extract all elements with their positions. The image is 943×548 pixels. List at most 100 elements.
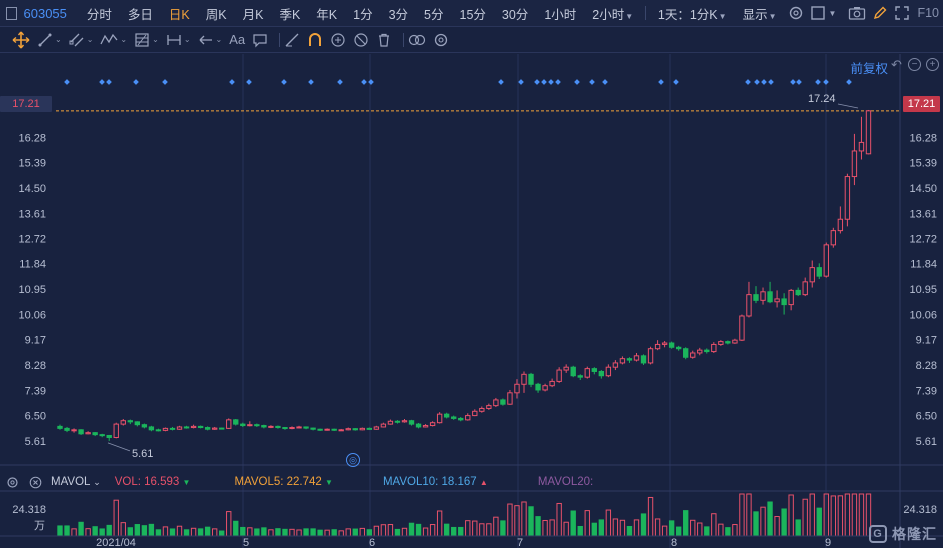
tab-timeframe[interactable]: 30分: [494, 4, 536, 23]
candle-body[interactable]: [472, 410, 478, 417]
candle-body[interactable]: [394, 420, 401, 423]
candle-body[interactable]: [247, 424, 253, 427]
stock-code[interactable]: 603055: [23, 5, 67, 21]
event-icon[interactable]: ◎: [346, 453, 360, 467]
candle-body[interactable]: [633, 355, 640, 361]
candle-body[interactable]: [535, 383, 541, 391]
event-marker-dot[interactable]: [133, 79, 139, 85]
fullscreen-icon[interactable]: [894, 3, 910, 23]
candle-body[interactable]: [324, 428, 330, 431]
event-marker-dot[interactable]: [815, 79, 821, 85]
candle-body[interactable]: [317, 428, 323, 431]
event-marker-dot[interactable]: [99, 79, 105, 85]
candle-body[interactable]: [732, 339, 738, 344]
candle-body[interactable]: [190, 425, 197, 429]
candle-body[interactable]: [865, 110, 872, 155]
candle-body[interactable]: [345, 428, 351, 431]
candle-body[interactable]: [458, 417, 464, 421]
trash-icon[interactable]: [376, 30, 392, 50]
event-marker-dot[interactable]: [548, 79, 554, 85]
event-marker-dot[interactable]: [574, 79, 580, 85]
candle-body[interactable]: [739, 315, 745, 341]
pencil-icon[interactable]: [872, 3, 888, 23]
candle-body[interactable]: [844, 176, 851, 220]
line-tool-icon[interactable]: ⌄: [37, 30, 62, 50]
camera-icon[interactable]: [848, 3, 866, 23]
candle-body[interactable]: [162, 427, 169, 431]
candle-body[interactable]: [781, 298, 787, 306]
range-tool-icon[interactable]: ⌄: [166, 30, 191, 50]
candle-body[interactable]: [275, 425, 281, 429]
zoom-out-icon[interactable]: −: [908, 58, 921, 71]
candle-body[interactable]: [127, 420, 133, 423]
candle-body[interactable]: [521, 373, 527, 385]
comment-tool-icon[interactable]: [252, 30, 268, 50]
candle-body[interactable]: [92, 432, 98, 436]
candle-body[interactable]: [549, 380, 555, 387]
candle-body[interactable]: [240, 423, 246, 427]
event-marker-dot[interactable]: [754, 79, 760, 85]
candle-body[interactable]: [155, 429, 162, 432]
event-marker-dot[interactable]: [673, 79, 679, 85]
event-marker-dot[interactable]: [589, 79, 595, 85]
event-marker-dot[interactable]: [229, 79, 235, 85]
candle-body[interactable]: [85, 432, 91, 435]
candle-body[interactable]: [500, 399, 506, 405]
candle-body[interactable]: [507, 392, 513, 405]
chevron-down-icon[interactable]: ▼: [828, 8, 837, 18]
event-marker-dot[interactable]: [796, 79, 802, 85]
settings-icon[interactable]: [788, 3, 804, 23]
candle-body[interactable]: [465, 415, 471, 421]
event-marker-dot[interactable]: [602, 79, 608, 85]
candle-body[interactable]: [718, 341, 724, 345]
candle-body[interactable]: [809, 267, 815, 283]
candle-body[interactable]: [169, 427, 176, 430]
candle-body[interactable]: [563, 366, 569, 371]
candle-body[interactable]: [219, 427, 225, 430]
event-marker-dot[interactable]: [823, 79, 829, 85]
candle-body[interactable]: [591, 368, 597, 372]
tab-timeframe[interactable]: 年K: [308, 4, 345, 23]
candle-body[interactable]: [570, 366, 576, 377]
candle-body[interactable]: [774, 298, 780, 303]
candle-body[interactable]: [78, 429, 84, 435]
candle-body[interactable]: [767, 291, 773, 303]
candle-body[interactable]: [261, 425, 267, 428]
event-marker-dot[interactable]: [64, 79, 70, 85]
candle-body[interactable]: [176, 426, 183, 430]
ruler-tool-icon[interactable]: [284, 30, 300, 50]
candle-body[interactable]: [542, 385, 548, 391]
candle-body[interactable]: [415, 423, 422, 428]
candle-body[interactable]: [197, 425, 204, 429]
tab-timeframe[interactable]: 1分: [345, 4, 380, 23]
event-marker-dot[interactable]: [846, 79, 852, 85]
candle-body[interactable]: [654, 343, 661, 350]
event-marker-dot[interactable]: [337, 79, 343, 85]
candle-body[interactable]: [401, 420, 408, 423]
event-marker-dot[interactable]: [541, 79, 547, 85]
square-icon[interactable]: [810, 3, 826, 23]
candle-body[interactable]: [380, 423, 387, 428]
candle-body[interactable]: [753, 294, 759, 301]
candle-body[interactable]: [697, 349, 703, 354]
event-marker-dot[interactable]: [498, 79, 504, 85]
candle-body[interactable]: [619, 358, 626, 364]
candle-body[interactable]: [640, 355, 647, 364]
candle-body[interactable]: [134, 421, 141, 426]
candle-body[interactable]: [612, 362, 619, 368]
candle-body[interactable]: [802, 281, 808, 296]
candle-body[interactable]: [366, 427, 373, 430]
candle-body[interactable]: [837, 218, 844, 232]
magnet-icon[interactable]: [307, 30, 323, 50]
event-marker-dot[interactable]: [790, 79, 796, 85]
candle-body[interactable]: [683, 348, 689, 358]
event-marker-dot[interactable]: [518, 79, 524, 85]
event-marker-dot[interactable]: [246, 79, 252, 85]
lock-drawings-icon[interactable]: [330, 30, 346, 50]
event-marker-dot[interactable]: [745, 79, 751, 85]
text-tool-icon[interactable]: Aa: [229, 30, 245, 50]
candle-body[interactable]: [675, 346, 682, 350]
f10-button[interactable]: F10: [917, 6, 939, 20]
candle-body[interactable]: [141, 424, 148, 428]
candle-body[interactable]: [760, 291, 766, 301]
